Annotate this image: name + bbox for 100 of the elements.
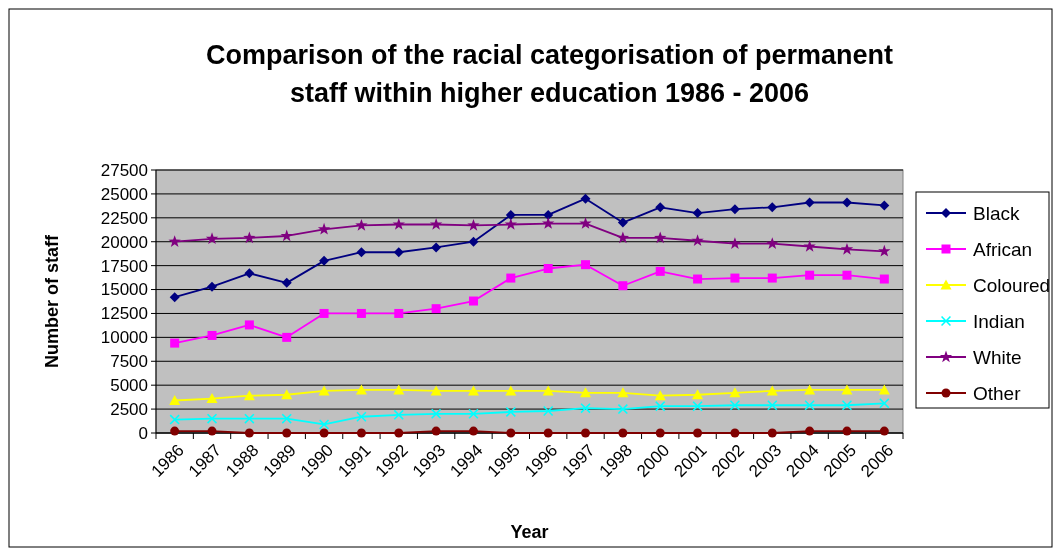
point (692, 401, 703, 412)
point (581, 260, 591, 270)
point (205, 232, 219, 245)
point (244, 413, 255, 424)
point (468, 236, 479, 247)
y-tick-label: 27500 (100, 160, 148, 180)
y-tick-label: 25000 (100, 184, 148, 204)
point (879, 426, 889, 436)
point (243, 231, 256, 244)
point (356, 428, 366, 438)
point (169, 394, 181, 405)
point (580, 403, 591, 414)
point (840, 242, 854, 255)
point (580, 387, 592, 398)
point (766, 385, 778, 396)
point (543, 209, 554, 220)
point (805, 270, 815, 280)
point (207, 281, 218, 292)
point (170, 426, 180, 436)
point (394, 428, 404, 438)
point (841, 197, 852, 208)
point (655, 428, 665, 438)
point (318, 385, 330, 396)
point (692, 389, 704, 400)
point (693, 274, 703, 284)
y-tick-label: 5000 (110, 376, 148, 396)
point (468, 296, 478, 306)
x-axis-title: Year (510, 522, 549, 542)
point (392, 218, 405, 230)
point (655, 202, 666, 213)
legend-label: Other (973, 382, 1022, 404)
point (430, 385, 442, 396)
point (207, 413, 218, 424)
point (542, 385, 554, 396)
point (207, 330, 217, 340)
point (393, 384, 405, 395)
point (317, 222, 331, 235)
point (729, 387, 741, 398)
point (244, 268, 255, 279)
point (505, 406, 516, 417)
point (803, 240, 816, 252)
y-tick-label: 0 (138, 423, 148, 443)
point (541, 217, 555, 229)
y-tick-label: 17500 (100, 256, 148, 276)
point (282, 332, 292, 342)
point (618, 428, 628, 438)
point (504, 218, 518, 230)
y-tick-label: 2500 (110, 400, 148, 420)
point (841, 400, 852, 411)
point (280, 229, 293, 242)
point (692, 208, 703, 219)
legend-label: Indian (973, 310, 1025, 332)
point (729, 400, 740, 411)
y-tick-label: 22500 (100, 208, 148, 228)
point (243, 390, 255, 401)
point (654, 390, 666, 401)
legend-label: White (973, 346, 1022, 368)
point (468, 408, 479, 419)
point (767, 400, 778, 411)
point (730, 273, 740, 283)
point (842, 270, 852, 280)
point (170, 338, 180, 348)
point (244, 428, 254, 438)
point (355, 218, 368, 231)
point (468, 426, 478, 436)
point (319, 419, 330, 430)
point (879, 398, 890, 409)
point (804, 384, 816, 395)
point (878, 244, 891, 257)
point (655, 266, 665, 276)
point (393, 247, 404, 258)
point (506, 428, 516, 438)
y-tick-label: 20000 (100, 232, 148, 252)
point (281, 413, 292, 424)
point (804, 400, 815, 411)
point (617, 404, 628, 415)
point (467, 218, 480, 231)
point (467, 385, 479, 396)
point (206, 393, 218, 404)
point (282, 428, 292, 438)
point (841, 384, 853, 395)
point (207, 426, 217, 436)
point (728, 237, 742, 249)
point (879, 200, 890, 211)
y-tick-label: 15000 (100, 280, 148, 300)
point (804, 197, 815, 208)
point (431, 242, 442, 253)
point (394, 308, 404, 318)
legend-label: Coloured (973, 274, 1051, 296)
point (654, 231, 667, 244)
point (616, 231, 630, 244)
point (356, 247, 367, 258)
point (580, 193, 591, 204)
point (805, 426, 815, 436)
point (169, 292, 180, 303)
point (393, 409, 404, 420)
point (281, 277, 292, 288)
point (693, 428, 703, 438)
point (244, 320, 254, 330)
point (691, 234, 704, 247)
